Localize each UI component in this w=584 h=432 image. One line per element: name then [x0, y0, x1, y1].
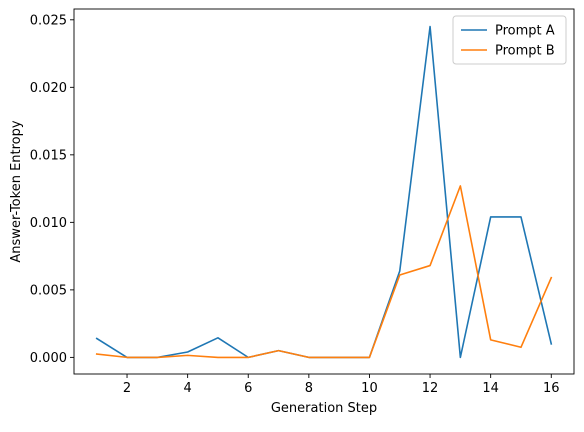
- x-axis-label: Generation Step: [271, 401, 377, 416]
- series-line-1: [95, 25, 553, 359]
- x-tick-label: 4: [183, 381, 191, 396]
- x-tick-label: 16: [543, 381, 560, 396]
- y-tick-label: 0.025: [30, 13, 67, 28]
- legend-box: [452, 15, 567, 65]
- plot-area: [95, 25, 553, 359]
- legend-label-1: Prompt A: [495, 24, 555, 39]
- x-tick-label: 10: [361, 381, 378, 396]
- y-tick-label: 0.005: [30, 283, 67, 298]
- axes-frame: [73, 8, 575, 375]
- series-line-2: [95, 185, 553, 359]
- y-tick-label: 0.015: [30, 148, 67, 163]
- x-tick-label: 8: [305, 381, 313, 396]
- y-tick-label: 0.010: [30, 216, 67, 231]
- legend: Prompt A Prompt B: [452, 15, 567, 65]
- y-axis-label: Answer-Token Entropy: [9, 120, 24, 262]
- x-tick-label: 6: [244, 381, 252, 396]
- legend-label-2: Prompt B: [495, 44, 555, 59]
- x-tick-label: 14: [482, 381, 499, 396]
- axes: 2 4 6 8 10 12 14 16 0.000 0.005 0.010 0.015 0.020 0.0…: [30, 8, 575, 396]
- y-tick-label: 0.000: [30, 351, 67, 366]
- x-tick-label: 2: [123, 381, 131, 396]
- y-tick-label: 0.020: [30, 81, 67, 96]
- x-tick-label: 12: [422, 381, 439, 396]
